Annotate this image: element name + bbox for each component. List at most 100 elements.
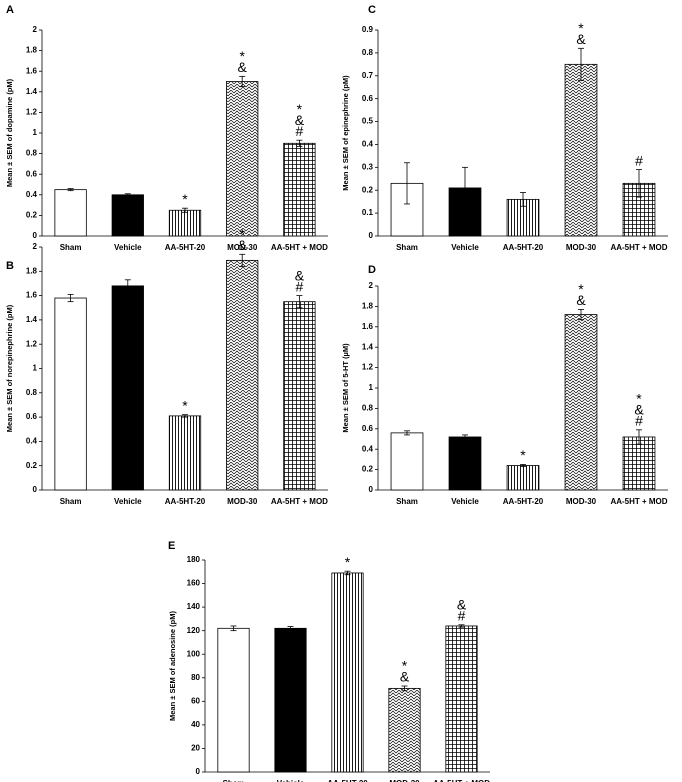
bar — [283, 142, 316, 237]
x-tick-label: MOD-30 — [227, 243, 258, 252]
x-tick-label: Vehicle — [451, 497, 479, 506]
bar — [388, 687, 421, 773]
bar — [54, 297, 87, 491]
y-tick-label: 2 — [33, 25, 38, 34]
y-tick-label: 100 — [187, 649, 201, 658]
x-tick-label: AA-5HT + MOD — [271, 497, 328, 506]
y-tick-label: 0.2 — [26, 461, 38, 470]
y-tick-label: 0.4 — [362, 140, 374, 149]
y-axis-label: Mean ± SEM of adenosine (pM) — [168, 611, 177, 721]
y-tick-label: 0.5 — [362, 117, 374, 126]
y-tick-label: 0.4 — [26, 190, 38, 199]
bar — [111, 285, 144, 491]
x-tick-label: Vehicle — [277, 779, 305, 782]
y-tick-label: 0.6 — [26, 412, 38, 421]
significance-mark: # — [296, 123, 304, 139]
y-tick-label: 1.6 — [26, 66, 38, 75]
y-tick-label: 0.7 — [362, 71, 374, 80]
bar — [168, 415, 202, 491]
y-axis-label: Mean ± SEM of epinephrine (pM) — [341, 75, 350, 191]
x-tick-label: AA-5HT + MOD — [271, 243, 328, 252]
y-tick-label: 1.6 — [26, 291, 38, 300]
y-tick-label: 140 — [187, 602, 201, 611]
y-tick-label: 0.8 — [26, 388, 38, 397]
x-tick-label: Vehicle — [114, 243, 142, 252]
bar — [217, 627, 250, 773]
y-tick-label: 0.1 — [362, 208, 374, 217]
bar — [111, 194, 144, 237]
y-tick-label: 0.4 — [362, 444, 374, 453]
bar — [331, 572, 364, 773]
significance-mark: * — [239, 226, 245, 242]
panel-label: B — [6, 260, 14, 272]
panel-label: E — [168, 540, 175, 552]
significance-mark: & — [576, 31, 586, 47]
y-tick-label: 0.9 — [362, 25, 374, 34]
y-tick-label: 0.2 — [362, 185, 374, 194]
y-tick-label: 0.8 — [362, 404, 374, 413]
y-tick-label: 80 — [191, 673, 200, 682]
y-tick-label: 0.4 — [26, 437, 38, 446]
y-tick-label: 1 — [33, 364, 38, 373]
x-tick-label: Sham — [60, 243, 82, 252]
y-tick-label: 0 — [196, 767, 201, 776]
y-tick-label: 1.8 — [26, 46, 38, 55]
panel-label: A — [6, 4, 14, 16]
panel-label: D — [368, 264, 376, 276]
y-tick-label: 1.2 — [26, 339, 38, 348]
y-tick-label: 1.8 — [362, 302, 374, 311]
x-tick-label: Vehicle — [451, 243, 479, 252]
significance-mark: & — [238, 59, 248, 75]
y-tick-label: 0 — [369, 485, 374, 494]
y-tick-label: 160 — [187, 579, 201, 588]
significance-mark: * — [520, 447, 526, 463]
significance-mark: * — [636, 391, 642, 407]
y-axis-label: Mean ± SEM of 5-HT (µM) — [341, 343, 350, 433]
significance-mark: * — [182, 397, 188, 413]
bar — [274, 627, 307, 773]
bar — [168, 209, 202, 237]
bar — [564, 63, 598, 237]
x-tick-label: Sham — [60, 497, 82, 506]
y-tick-label: 0.2 — [26, 211, 38, 220]
y-tick-label: 0.6 — [362, 94, 374, 103]
significance-mark: * — [402, 658, 408, 674]
x-tick-label: MOD-30 — [227, 497, 258, 506]
x-tick-label: Vehicle — [114, 497, 142, 506]
y-tick-label: 0.3 — [362, 162, 374, 171]
bar — [283, 301, 316, 491]
bar — [226, 259, 259, 491]
y-tick-label: 1.4 — [26, 87, 38, 96]
x-tick-label: AA-5HT-20 — [165, 497, 206, 506]
y-tick-label: 180 — [187, 555, 201, 564]
x-tick-label: MOD-30 — [566, 497, 597, 506]
y-tick-label: 0.6 — [362, 424, 374, 433]
y-tick-label: 0 — [33, 231, 38, 240]
bar — [390, 432, 424, 491]
significance-mark: # — [296, 278, 304, 294]
x-tick-label: Sham — [223, 779, 245, 782]
significance-mark: * — [578, 20, 584, 36]
y-tick-label: 1.6 — [362, 322, 374, 331]
x-tick-label: AA-5HT-20 — [327, 779, 368, 782]
x-tick-label: Sham — [396, 497, 418, 506]
y-tick-label: 1 — [369, 383, 374, 392]
significance-mark: & — [238, 237, 248, 253]
significance-mark: & — [400, 669, 410, 685]
significance-mark: # — [635, 152, 643, 168]
significance-mark: & — [634, 402, 644, 418]
significance-mark: & — [576, 292, 586, 308]
y-tick-label: 2 — [33, 242, 38, 251]
y-tick-label: 1.4 — [26, 315, 38, 324]
significance-mark: & — [295, 112, 305, 128]
y-tick-label: 1.8 — [26, 266, 38, 275]
y-tick-label: 0 — [369, 231, 374, 240]
bar — [54, 189, 87, 237]
significance-mark: & — [295, 267, 305, 283]
bar — [506, 465, 540, 491]
y-tick-label: 120 — [187, 626, 201, 635]
significance-mark: # — [635, 413, 643, 429]
y-tick-label: 40 — [191, 720, 200, 729]
bar — [564, 314, 598, 491]
